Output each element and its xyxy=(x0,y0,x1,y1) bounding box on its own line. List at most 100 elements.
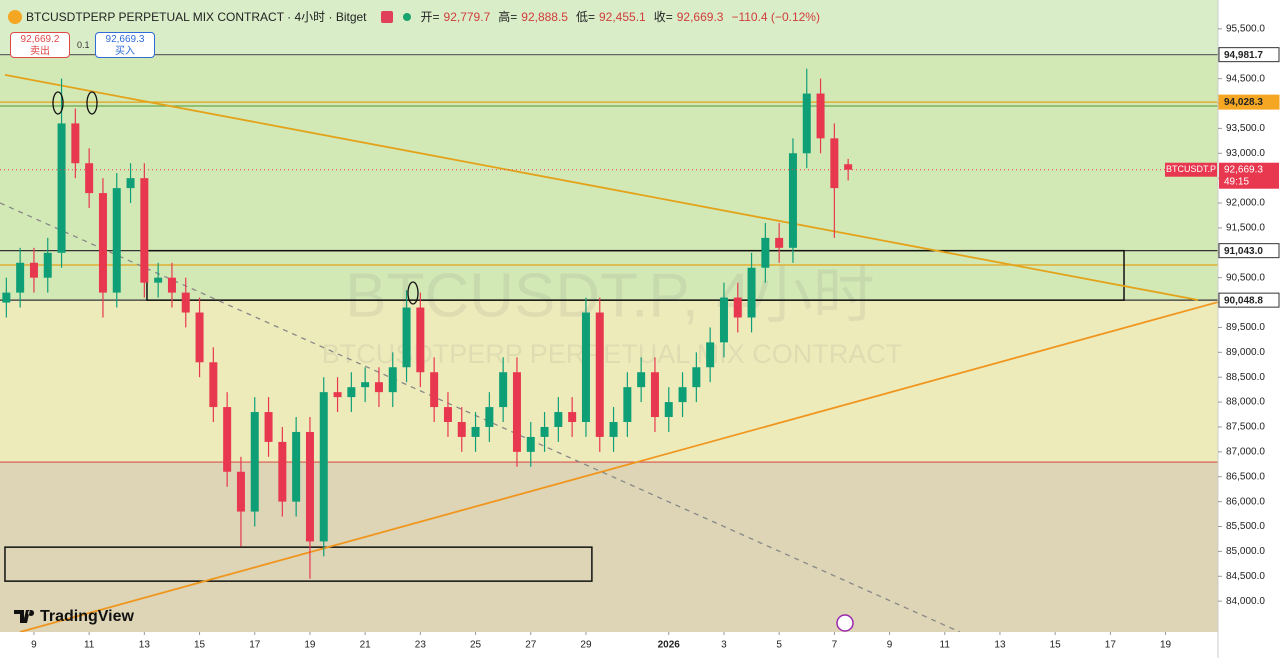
x-tick-label: 17 xyxy=(249,640,261,651)
x-tick-label: 19 xyxy=(304,640,316,651)
x-tick-label: 5 xyxy=(776,640,782,651)
symbol-icon xyxy=(8,9,22,24)
legend-value: 92,669.3 xyxy=(676,9,724,24)
candle-body xyxy=(57,123,66,253)
candle-body xyxy=(167,277,176,293)
y-tick-label: 88,000.0 xyxy=(1226,397,1265,408)
price-tag-label: 90,048.8 xyxy=(1224,295,1263,306)
candle-body xyxy=(278,441,287,502)
last-price-label: 92,669.3 xyxy=(1224,164,1263,175)
y-tick-label: 85,000.0 xyxy=(1226,546,1265,557)
candle-body xyxy=(637,372,646,388)
candle-body xyxy=(416,307,425,373)
candle-body xyxy=(236,471,245,512)
candle-body xyxy=(581,312,590,422)
symbol-tag-label: BTCUSDT.P xyxy=(1166,164,1216,174)
candle-body xyxy=(2,292,11,303)
candle-body xyxy=(98,193,107,293)
candle-body xyxy=(788,153,797,248)
legend-key: 低= xyxy=(575,10,595,24)
x-tick-label: 13 xyxy=(994,640,1006,651)
candle-body xyxy=(485,407,494,427)
y-tick-label: 89,000.0 xyxy=(1226,347,1265,358)
trendline xyxy=(19,301,1219,633)
price-tag-label: 91,043.0 xyxy=(1224,246,1263,257)
y-tick-label: 85,500.0 xyxy=(1226,521,1265,532)
buy-button[interactable]: 92,669.3 买入 xyxy=(95,32,155,58)
time-axis xyxy=(0,632,1218,658)
candle-body xyxy=(250,412,259,512)
x-tick-label: 29 xyxy=(580,640,592,651)
candle-body xyxy=(471,426,480,437)
flag-icon[interactable] xyxy=(380,10,393,23)
x-tick-label: 3 xyxy=(721,640,727,651)
y-tick-label: 88,500.0 xyxy=(1226,372,1265,383)
candle-body xyxy=(830,138,839,189)
legend-value: 92,455.1 xyxy=(599,9,646,24)
candle-body xyxy=(443,407,452,422)
candle-body xyxy=(499,372,508,408)
candle-body xyxy=(512,372,521,452)
candle-body xyxy=(540,426,549,437)
candle-body xyxy=(305,431,314,542)
candle-body xyxy=(361,382,370,388)
candle-body xyxy=(802,93,811,154)
y-tick-label: 84,500.0 xyxy=(1226,571,1265,582)
y-tick-label: 90,500.0 xyxy=(1226,272,1265,283)
legend-key: 收= xyxy=(653,10,673,24)
chart-header: BTCUSDTPERP PERPETUAL MIX CONTRACT · 4小时… xyxy=(8,8,824,25)
symbol-tag xyxy=(1165,162,1217,177)
annotation-mark xyxy=(407,281,419,305)
candle-body xyxy=(650,372,659,418)
candle-body xyxy=(747,267,756,318)
last-price-tag xyxy=(1219,162,1279,189)
legend-key: 高= xyxy=(498,10,518,24)
candle-body xyxy=(595,312,604,437)
candle-body xyxy=(554,412,563,427)
x-tick-label: 9 xyxy=(887,640,893,651)
y-tick-label: 86,500.0 xyxy=(1226,471,1265,482)
countdown: 49:15 xyxy=(1224,176,1249,187)
candle-body xyxy=(347,387,356,398)
candle-body xyxy=(761,237,770,268)
buy-price: 92,669.3 xyxy=(105,34,145,45)
candle-body xyxy=(664,402,673,418)
price-zone xyxy=(0,54,1218,301)
candle-body xyxy=(154,277,163,283)
chart-title: BTCUSDTPERP PERPETUAL MIX CONTRACT · 4小时… xyxy=(26,10,367,24)
legend-value: 92,888.5 xyxy=(521,9,568,24)
candle-body xyxy=(775,237,784,248)
candle-body xyxy=(609,421,618,437)
y-tick-label: 87,000.0 xyxy=(1226,446,1265,457)
candle-body xyxy=(209,362,218,408)
x-tick-label: 23 xyxy=(415,640,427,651)
x-tick-label: 21 xyxy=(360,640,372,651)
sell-button[interactable]: 92,669.2 卖出 xyxy=(10,32,70,58)
candle-body xyxy=(223,407,232,472)
watermark: BTCUSDT.P, 4小时 xyxy=(345,261,874,330)
candle-body xyxy=(430,372,439,408)
candle-body xyxy=(43,252,52,278)
y-tick-label: 94,500.0 xyxy=(1226,73,1265,84)
y-tick-label: 91,500.0 xyxy=(1226,223,1265,234)
price-axis xyxy=(1218,0,1280,658)
x-tick-label: 13 xyxy=(139,640,151,651)
candle-body xyxy=(374,382,383,393)
candle-body xyxy=(112,188,121,293)
x-tick-label: 19 xyxy=(1160,640,1172,651)
brand-logo xyxy=(14,610,35,623)
legend-change: −110.4 (−0.12%) xyxy=(731,9,820,24)
y-tick-label: 93,000.0 xyxy=(1226,148,1265,159)
candle-body xyxy=(733,297,742,318)
trendline xyxy=(4,74,1199,301)
price-tag xyxy=(1218,94,1280,110)
candle-body xyxy=(623,387,632,422)
candle-body xyxy=(568,412,577,422)
y-tick-label: 86,000.0 xyxy=(1226,496,1265,507)
candle-body xyxy=(402,307,411,368)
y-tick-label: 95,500.0 xyxy=(1226,24,1265,35)
candle-body xyxy=(319,392,328,542)
zone-box xyxy=(4,546,593,582)
sell-price: 92,669.2 xyxy=(20,34,60,45)
quantity: 0.1 xyxy=(77,40,90,50)
